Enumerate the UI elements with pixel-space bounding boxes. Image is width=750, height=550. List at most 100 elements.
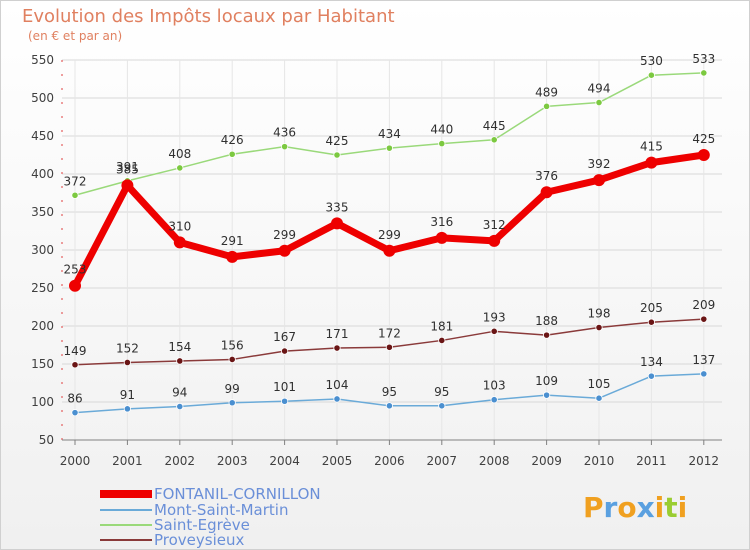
data-point <box>700 69 708 77</box>
data-point <box>228 150 236 158</box>
data-point <box>383 244 396 257</box>
data-label: 530 <box>640 54 663 68</box>
data-label: 103 <box>483 379 506 393</box>
data-point <box>542 331 551 339</box>
data-point <box>595 323 603 332</box>
legend-item-mont-saint-martin: Mont-Saint-Martin <box>100 501 288 519</box>
data-point <box>490 136 498 144</box>
data-point <box>542 102 551 110</box>
data-label: 445 <box>483 119 506 133</box>
data-label: 299 <box>273 228 296 242</box>
legend-item-saint-egrève: Saint-Egrève <box>100 516 250 534</box>
data-point <box>647 71 656 79</box>
y-tick-label: 100 <box>31 395 54 409</box>
data-label: 134 <box>640 355 663 369</box>
data-label: 156 <box>221 338 244 352</box>
data-label: 205 <box>640 301 663 315</box>
data-point <box>280 347 289 355</box>
data-point <box>176 402 184 411</box>
y-tick-label: 150 <box>31 357 54 371</box>
data-point <box>71 191 79 199</box>
data-point <box>595 394 603 402</box>
x-tick-label: 2006 <box>374 454 405 468</box>
data-point <box>228 355 236 364</box>
data-label: 291 <box>221 234 244 248</box>
data-point <box>647 372 656 380</box>
data-label: 312 <box>483 218 506 232</box>
legend-label: Mont-Saint-Martin <box>154 501 288 519</box>
logo-letter: o <box>617 491 636 524</box>
y-tick-label: 400 <box>31 167 54 181</box>
x-tick-label: 2007 <box>427 454 458 468</box>
x-tick-label: 2001 <box>112 454 143 468</box>
data-point <box>228 399 236 407</box>
data-point <box>647 318 656 326</box>
data-point <box>71 361 79 369</box>
axes <box>61 60 722 441</box>
data-label: 95 <box>434 385 449 399</box>
x-tick-label: 2002 <box>165 454 196 468</box>
data-point <box>700 315 708 323</box>
data-point <box>490 327 498 335</box>
data-point <box>123 358 132 367</box>
data-label: 94 <box>172 386 187 400</box>
data-point <box>71 409 79 417</box>
legend-label: FONTANIL-CORNILLON <box>154 485 321 503</box>
data-point <box>123 405 132 413</box>
data-point <box>385 144 393 152</box>
data-label: 198 <box>588 307 611 321</box>
data-label: 104 <box>326 378 349 392</box>
data-label: 494 <box>588 82 611 96</box>
data-label: 489 <box>535 85 558 99</box>
data-point <box>69 279 81 292</box>
x-tick-label: 2009 <box>531 454 562 468</box>
proxiti-logo: Proxiti <box>583 491 687 524</box>
data-label: 316 <box>430 215 453 229</box>
data-label: 91 <box>120 388 135 402</box>
data-label: 436 <box>273 126 296 140</box>
x-tick-label: 2005 <box>322 454 353 468</box>
data-point <box>490 396 498 404</box>
data-point <box>385 402 393 410</box>
logo-letter: x <box>637 491 655 524</box>
data-point <box>438 402 446 410</box>
data-label: 408 <box>168 147 191 161</box>
data-label: 372 <box>64 174 87 188</box>
x-tick-label: 2008 <box>479 454 510 468</box>
x-tick-label: 2011 <box>636 454 667 468</box>
y-tick-label: 50 <box>39 433 54 447</box>
data-label: 335 <box>326 200 349 214</box>
data-label: 253 <box>64 263 87 277</box>
data-label: 167 <box>273 330 296 344</box>
data-label: 188 <box>535 314 558 328</box>
data-label: 181 <box>430 319 453 333</box>
legend-label: Saint-Egrève <box>154 516 250 534</box>
y-tick-label: 550 <box>31 53 54 67</box>
data-label: 385 <box>116 162 139 176</box>
legend-item-fontanil-cornillon: FONTANIL-CORNILLON <box>100 485 321 503</box>
data-label: 152 <box>116 341 139 355</box>
y-tick-label: 250 <box>31 281 54 295</box>
data-label: 101 <box>273 380 296 394</box>
data-label: 425 <box>692 132 715 146</box>
data-label: 440 <box>430 123 453 137</box>
chart-title: Evolution des Impôts locaux par Habitant <box>22 6 395 27</box>
data-point <box>593 174 605 187</box>
x-tick-label: 2004 <box>269 454 300 468</box>
x-tick-label: 2010 <box>584 454 615 468</box>
series-fontanil-cornillon: 253 385 310 291 299 335 299 316 312 376 392 415 425 <box>64 132 715 292</box>
logo-letter: t <box>664 491 677 524</box>
legend: FONTANIL-CORNILLONMont-Saint-MartinSaint… <box>100 485 321 549</box>
data-label: 299 <box>378 228 401 242</box>
series-proveysieux: 149 152 154 156 167 171 172 181 193 188 198 205 209 <box>64 298 715 369</box>
data-point <box>280 397 289 405</box>
data-point <box>331 217 343 230</box>
x-axis-ticks: 2000 2001 2002 2003 2004 2005 2006 2007 2008 2009… <box>60 440 719 468</box>
data-label: 391 <box>116 160 139 174</box>
logo-letter: r <box>604 491 618 524</box>
data-point <box>226 250 239 263</box>
data-label: 426 <box>221 133 244 147</box>
data-label: 533 <box>692 52 715 66</box>
data-point <box>488 234 501 247</box>
